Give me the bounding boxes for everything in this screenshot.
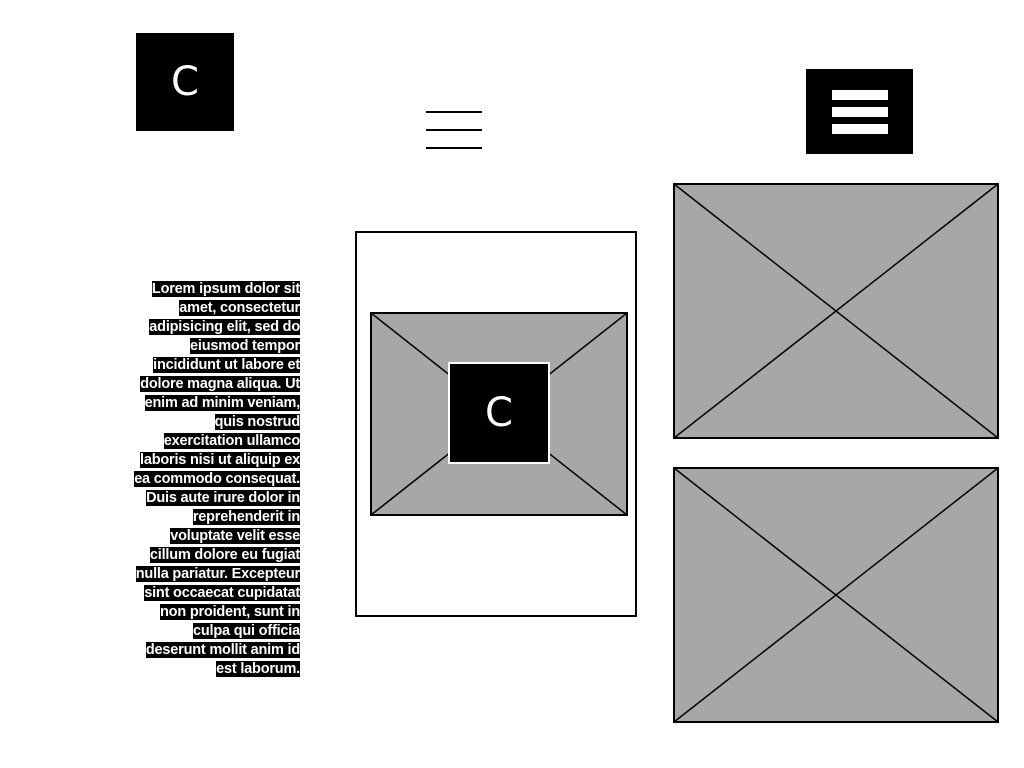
image-placeholder-icon: [673, 183, 999, 439]
logo-letter: C: [171, 59, 199, 105]
body-text: Lorem ipsum dolor sit amet, consectetur …: [134, 281, 300, 677]
hamburger-thin-icon[interactable]: [426, 111, 482, 151]
card-logo: C: [448, 362, 550, 464]
hamburger-bold-icon: [832, 90, 888, 100]
menu-line: [426, 111, 482, 113]
menu-line: [426, 129, 482, 131]
text-block: Lorem ipsum dolor sit amet, consectetur …: [132, 280, 300, 679]
image-placeholder-bottom[interactable]: [673, 467, 999, 723]
menu-button[interactable]: [806, 69, 913, 154]
menu-line: [832, 107, 888, 117]
card-logo-letter: C: [485, 390, 513, 436]
logo[interactable]: C: [136, 33, 234, 131]
menu-line: [426, 147, 482, 149]
card[interactable]: C: [355, 231, 637, 617]
image-placeholder-top[interactable]: [673, 183, 999, 439]
menu-line: [832, 124, 888, 134]
image-placeholder-icon: [673, 467, 999, 723]
